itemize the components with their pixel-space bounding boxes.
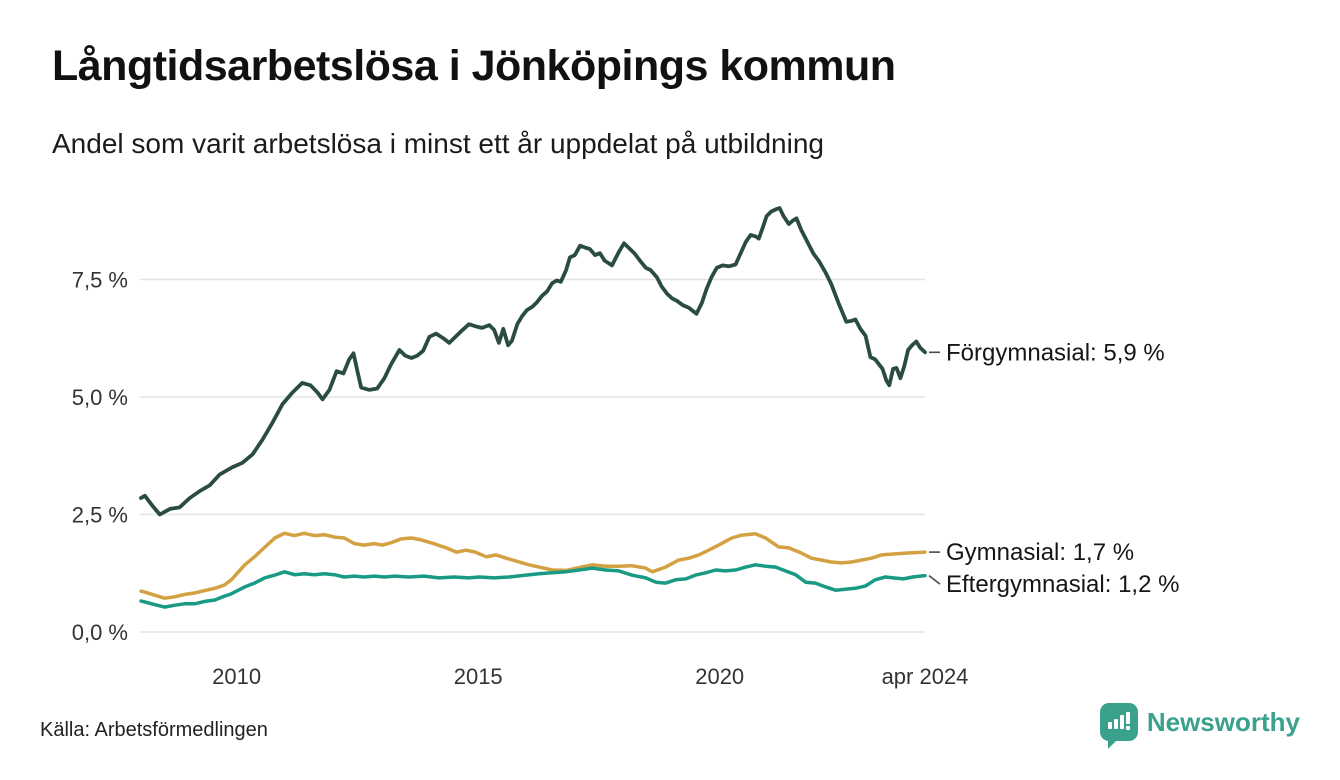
series-label-dash-eftergymnasial (928, 574, 941, 585)
newsworthy-badge-icon (1099, 703, 1138, 749)
series-end-label-gymnasial: Gymnasial: 1,7 % (946, 539, 1134, 566)
series-end-label-eftergymnasial: Eftergymnasial: 1,2 % (946, 571, 1179, 598)
series-end-label-forgymnasial: Förgymnasial: 5,9 % (946, 339, 1165, 366)
y-tick-label: 5,0 % (72, 385, 128, 410)
source-note: Källa: Arbetsförmedlingen (40, 719, 268, 741)
newsworthy-logo: Newsworthy (1099, 703, 1300, 749)
y-tick-label: 2,5 % (72, 503, 128, 528)
newsworthy-wordmark: Newsworthy (1146, 706, 1300, 737)
page-title: Långtidsarbetslösa i Jönköpings kommun (52, 42, 896, 90)
bar-chart-exclamation-icon (1107, 712, 1130, 730)
x-tick-label: 2015 (454, 664, 503, 689)
page-subtitle: Andel som varit arbetslösa i minst ett å… (52, 128, 824, 159)
series-line-eftergymnasial (139, 563, 927, 609)
chart-svg: 0,0 % 2,5 % 5,0 % 7,5 % 2010 2015 2020 apr 2024… (72, 206, 1179, 689)
x-tick-label: 2010 (212, 664, 261, 689)
y-tick-label: 7,5 % (72, 268, 128, 293)
x-tick-label: 2020 (695, 664, 744, 689)
series-line-gymnasial (139, 531, 927, 600)
y-tick-label: 0,0 % (72, 620, 128, 645)
x-tick-label: apr 2024 (882, 664, 969, 689)
series-line-forgymnasial (139, 206, 927, 517)
